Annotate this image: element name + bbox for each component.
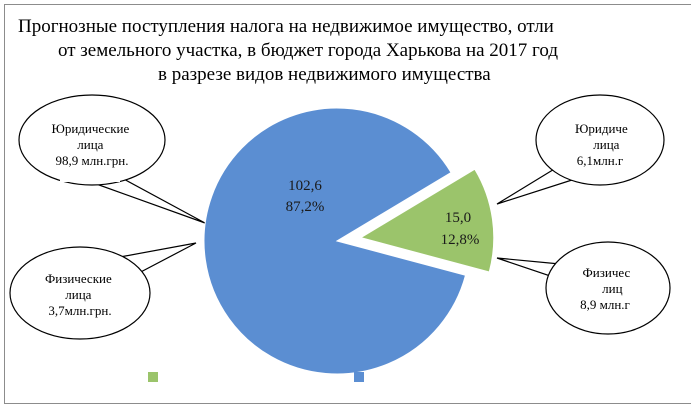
slice-label-percent: 12,8%	[441, 232, 480, 248]
pie-slice-small	[359, 168, 495, 273]
callout-line: лица	[593, 137, 619, 152]
pie-slices	[203, 107, 495, 375]
callout-line: 8,9 млн.г	[580, 297, 630, 312]
callout-line: лица	[77, 137, 103, 152]
chart-title-line-2: от земельного участка, в бюджет города Х…	[58, 40, 558, 61]
callout-individuals-left: Физические лица 3,7млн.грн.	[9, 242, 197, 340]
callout-bubble	[535, 94, 665, 186]
pie-data-labels: 102,6 87,2% 15,0 12,8%	[286, 178, 480, 248]
callout-seam	[60, 176, 120, 182]
slice-label-percent: 87,2%	[286, 199, 325, 215]
legend-swatch	[354, 372, 364, 382]
slice-label-value: 102,6	[288, 178, 322, 194]
pie-slice-large	[203, 107, 467, 375]
callout-bubble	[18, 94, 166, 186]
callouts-layer: Юридические лица 98,9 млн.грн. Физически…	[9, 94, 671, 340]
callout-line: лиц	[602, 281, 622, 296]
callout-bubble	[9, 246, 151, 340]
callout-text: Физические лица 3,7млн.грн.	[45, 271, 115, 318]
chart-title-line-3: в разрезе видов недвижимого имущества	[158, 64, 491, 85]
callout-line: лица	[65, 287, 91, 302]
callout-line: 3,7млн.грн.	[48, 303, 111, 318]
callout-line: Юридические	[51, 121, 129, 136]
legend-swatch	[148, 372, 158, 382]
callout-individuals-right: Физичес лиц 8,9 млн.г	[496, 241, 671, 335]
callout-text: Физичес лиц 8,9 млн.г	[580, 265, 633, 312]
callout-line: 6,1млн.г	[577, 153, 624, 168]
callout-text: Юридиче лица 6,1млн.г	[575, 121, 631, 168]
chart-title: Прогнозные поступления налога на недвижи…	[18, 15, 691, 87]
callout-legal-entities-right: Юридиче лица 6,1млн.г	[496, 94, 665, 205]
callout-bubble	[545, 241, 671, 335]
callout-text: Юридические лица 98,9 млн.грн.	[51, 121, 132, 168]
callout-line: Физические	[45, 271, 112, 286]
callout-legal-entities-left: Юридические лица 98,9 млн.грн.	[18, 94, 206, 224]
callout-line: 98,9 млн.грн.	[56, 153, 129, 168]
chart-title-line-1: Прогнозные поступления налога на недвижи…	[18, 16, 554, 37]
slice-label-value: 15,0	[445, 210, 471, 226]
legend	[148, 372, 364, 382]
callout-line: Физичес	[583, 265, 631, 280]
callout-line: Юридиче	[575, 121, 628, 136]
chart-area-border	[4, 4, 691, 404]
